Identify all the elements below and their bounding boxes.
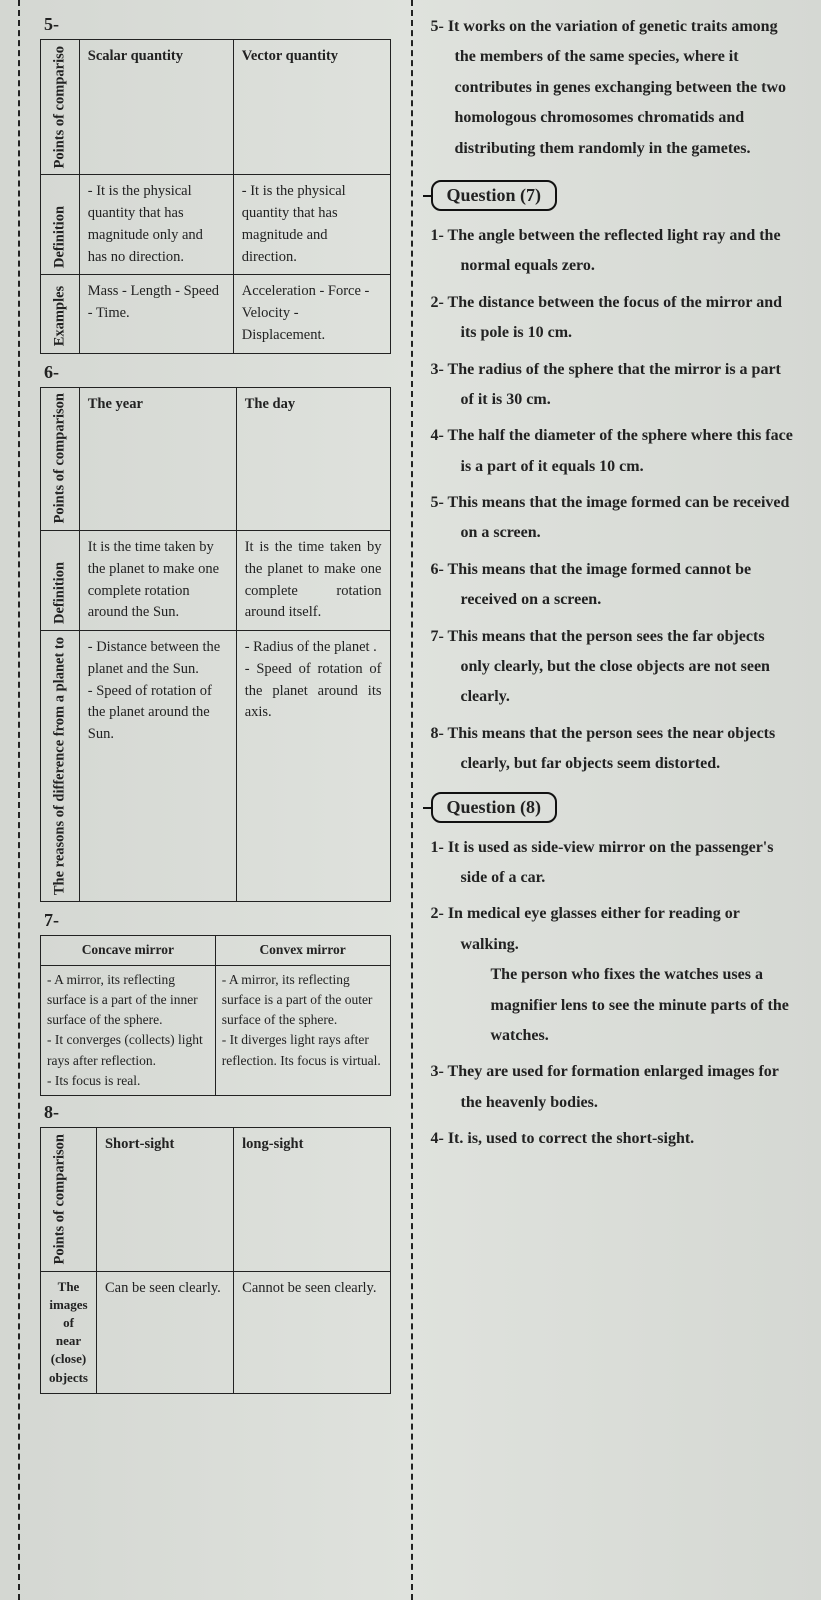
table-row: Points of compariso Scalar quantity Vect… — [41, 40, 391, 175]
list-item-extra: The person who fixes the watches uses a … — [461, 960, 798, 1051]
table-col-header: Scalar quantity — [79, 40, 233, 175]
list-item: In medical eye glasses either for readin… — [431, 899, 798, 1051]
question-7-title: Question (7) — [431, 180, 558, 211]
list-item: It. is, used to correct the short-sight. — [431, 1124, 798, 1154]
table-row: Points of comparison Short-sight long-si… — [41, 1128, 391, 1272]
list-item: This means that the person sees the far … — [431, 622, 798, 713]
table-col-header: Points of compariso — [41, 40, 80, 175]
list-item: The angle between the reflected light ra… — [431, 221, 798, 282]
table-row: Concave mirror Convex mirror — [41, 936, 391, 965]
list-item: The half the diameter of the sphere wher… — [431, 421, 798, 482]
row-label: The reasons of difference from a planet … — [41, 631, 80, 902]
list-item: This means that the image formed can be … — [431, 488, 798, 549]
table-row: Definition It is the time taken by the p… — [41, 531, 391, 631]
list-item: This means that the image formed cannot … — [431, 555, 798, 616]
table-cell: - Distance between the planet and the Su… — [79, 631, 236, 902]
table-cell: Cannot be seen clearly. — [234, 1271, 390, 1393]
table-cell: - A mirror, its reflecting surface is a … — [215, 965, 390, 1096]
intro-paragraph: 5- It works on the variation of genetic … — [431, 12, 798, 164]
table-row: - A mirror, its reflecting surface is a … — [41, 965, 391, 1096]
table-row: The images of near (close) objects Can b… — [41, 1271, 391, 1393]
table-col-header: Vector quantity — [233, 40, 390, 175]
table-8: Points of comparison Short-sight long-si… — [40, 1127, 391, 1394]
section-5-num: 5- — [44, 14, 391, 35]
section-8-num: 8- — [44, 1102, 391, 1123]
list-item: The distance between the focus of the mi… — [431, 288, 798, 349]
row-label: Examples — [41, 275, 80, 353]
list-item-text: In medical eye glasses either for readin… — [448, 905, 740, 952]
question-7-list: The angle between the reflected light ra… — [431, 221, 798, 780]
right-column: 5- It works on the variation of genetic … — [411, 0, 821, 1600]
list-item: This means that the person sees the near… — [431, 719, 798, 780]
page-root: 5- Points of compariso Scalar quantity V… — [0, 0, 821, 1600]
section-6-num: 6- — [44, 362, 391, 383]
table-col-header: The year — [79, 387, 236, 531]
table-col-header: Short-sight — [96, 1128, 233, 1272]
table-cell: Acceleration - Force - Velocity - Displa… — [233, 275, 390, 353]
section-7-num: 7- — [44, 910, 391, 931]
table-6: Points of comparison The year The day De… — [40, 387, 391, 903]
table-cell: - Radius of the planet . - Speed of rota… — [236, 631, 390, 902]
table-5: Points of compariso Scalar quantity Vect… — [40, 39, 391, 354]
table-cell: Can be seen clearly. — [96, 1271, 233, 1393]
row-label: Definition — [41, 531, 80, 631]
question-8-list: It is used as side-view mirror on the pa… — [431, 833, 798, 1155]
table-col-header: Points of comparison — [41, 1128, 97, 1272]
table-7: Concave mirror Convex mirror - A mirror,… — [40, 935, 391, 1096]
left-column: 5- Points of compariso Scalar quantity V… — [0, 0, 411, 1600]
list-item: They are used for formation enlarged ima… — [431, 1057, 798, 1118]
table-col-header: Concave mirror — [41, 936, 216, 965]
table-col-header: Convex mirror — [215, 936, 390, 965]
row-label: The images of near (close) objects — [41, 1271, 97, 1393]
table-row: Points of comparison The year The day — [41, 387, 391, 531]
question-8-title: Question (8) — [431, 792, 558, 823]
table-col-header: Points of comparison — [41, 387, 80, 531]
table-cell: - A mirror, its reflecting surface is a … — [41, 965, 216, 1096]
table-row: Definition - It is the physical quantity… — [41, 175, 391, 275]
table-row: Examples Mass - Length - Speed - Time. A… — [41, 275, 391, 353]
list-item: The radius of the sphere that the mirror… — [431, 355, 798, 416]
table-row: The reasons of difference from a planet … — [41, 631, 391, 902]
table-cell: - It is the physical quantity that has m… — [233, 175, 390, 275]
table-cell: It is the time taken by the planet to ma… — [79, 531, 236, 631]
row-label: Definition — [41, 175, 80, 275]
table-cell: Mass - Length - Speed - Time. — [79, 275, 233, 353]
table-cell: It is the time taken by the planet to ma… — [236, 531, 390, 631]
list-item: It is used as side-view mirror on the pa… — [431, 833, 798, 894]
table-col-header: The day — [236, 387, 390, 531]
table-col-header: long-sight — [234, 1128, 390, 1272]
table-cell: - It is the physical quantity that has m… — [79, 175, 233, 275]
